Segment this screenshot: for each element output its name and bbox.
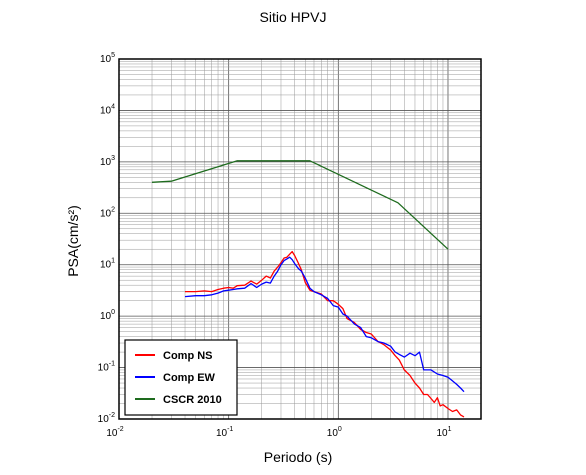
- x-tick-label: 10-2: [106, 426, 123, 439]
- y-axis-label: PSA(cm/s²): [65, 205, 81, 277]
- y-tick-label: 101: [100, 258, 115, 271]
- series-line-comp-ew: [184, 256, 465, 393]
- plot-frame: [118, 58, 482, 420]
- x-tick-label: 101: [436, 426, 451, 439]
- legend-label: CSCR 2010: [163, 394, 222, 406]
- series-layer: [151, 160, 465, 418]
- x-axis-label: Periodo (s): [264, 449, 332, 465]
- legend: Comp NS Comp EW CSCR 2010: [124, 339, 238, 416]
- y-tick-label: 100: [100, 309, 115, 322]
- y-tick-label: 105: [100, 52, 115, 65]
- y-tick-label: 103: [100, 155, 115, 168]
- tick-labels: 10-2 10-1 100 101 10-2 10-1 100 101 102 103 104 105: [98, 52, 452, 439]
- legend-label: Comp EW: [163, 372, 216, 384]
- y-tick-label: 10-1: [98, 361, 115, 374]
- y-tick-label: 10-2: [98, 412, 115, 425]
- legend-label: Comp NS: [163, 350, 213, 362]
- x-tick-label: 100: [327, 426, 342, 439]
- series-line-comp-ns: [185, 250, 465, 418]
- y-tick-label: 102: [100, 206, 115, 219]
- x-tick-label: 10-1: [216, 426, 233, 439]
- chart-title: Sitio HPVJ: [260, 9, 327, 25]
- y-tick-label: 104: [100, 103, 115, 116]
- grid-lines: [118, 58, 482, 420]
- series-line-cscr-2010: [151, 160, 449, 250]
